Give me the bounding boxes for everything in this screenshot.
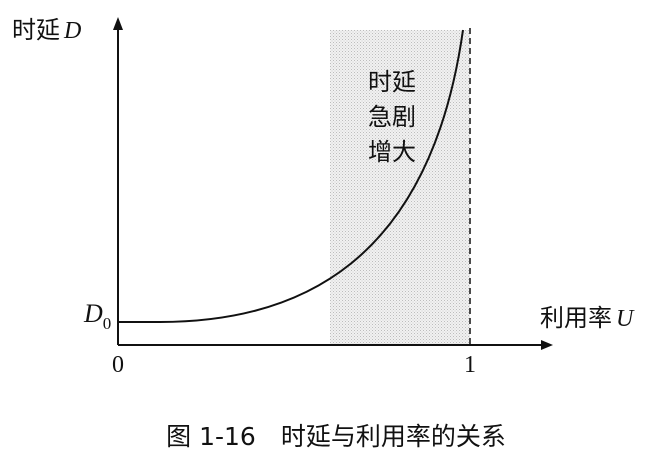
y-axis-label: 时延 D — [12, 16, 81, 44]
x-label-text: 利用率 — [540, 304, 612, 332]
x-tick-label: 1 — [464, 352, 476, 378]
baseline-subscript: 0 — [103, 314, 112, 333]
x-tick-label: 0 — [112, 352, 124, 378]
annotation-line: 时延 — [368, 68, 416, 96]
y-arrow — [113, 17, 123, 30]
annotation-line: 增大 — [368, 138, 416, 166]
y-label-symbol: D — [63, 18, 81, 44]
caption: 图 1-16 时延与利用率的关系 — [166, 422, 506, 451]
delay-curve — [118, 29, 464, 323]
baseline-label: D0 — [83, 299, 111, 333]
baseline-symbol: D — [83, 299, 103, 328]
y-label-text: 时延 — [12, 16, 60, 44]
x-axis-label: 利用率 U — [540, 304, 635, 332]
annotation-line: 急剧 — [368, 103, 416, 131]
x-label-symbol: U — [616, 306, 635, 332]
x-arrow — [541, 340, 553, 350]
shaded-region — [330, 30, 470, 345]
